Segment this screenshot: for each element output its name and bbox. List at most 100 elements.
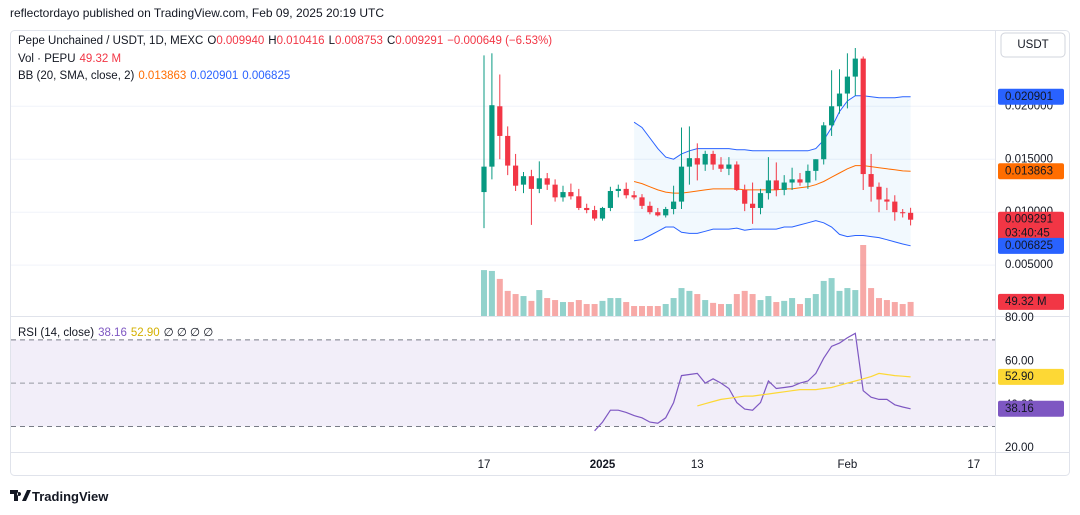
candle-body — [513, 165, 519, 186]
candle-body — [773, 180, 779, 190]
volume-bar — [891, 302, 898, 316]
volume-bar — [702, 300, 709, 316]
volume-bar — [654, 306, 661, 316]
rsi-value: 38.16 — [98, 327, 127, 339]
x-tick-label: 2025 — [590, 459, 616, 471]
candle-body — [568, 192, 574, 197]
change: −0.000649 (−6.53%) — [447, 35, 553, 47]
candle-body — [505, 135, 511, 166]
volume-bar — [678, 288, 685, 316]
candle-body — [647, 205, 653, 213]
candle-body — [860, 58, 866, 175]
volume-bar — [591, 304, 598, 316]
volume-bar — [725, 304, 732, 316]
candle-body — [639, 197, 645, 206]
candle-body — [821, 125, 827, 160]
publisher-line: reflectordayo published on TradingView.c… — [10, 6, 385, 20]
candle-body — [797, 179, 803, 183]
bb-value: 0.006825 — [242, 70, 291, 82]
price-badge — [998, 163, 1064, 180]
candle-body — [908, 212, 914, 220]
volume-bar — [868, 288, 875, 316]
candle-body — [631, 195, 637, 198]
volume-bar — [670, 298, 677, 316]
candle-body — [718, 164, 724, 169]
volume-bar — [749, 294, 756, 316]
volume-bar — [544, 298, 551, 316]
volume-bar — [718, 304, 724, 316]
bb-value: 0.013863 — [138, 70, 187, 82]
price-badge-label: 49.32 M — [1005, 296, 1047, 308]
rsi-value: 52.90 — [130, 327, 160, 339]
candle-body — [694, 158, 700, 165]
candle-body — [481, 166, 487, 193]
volume-bar — [646, 306, 653, 316]
candle-body — [892, 201, 898, 213]
volume-bar — [567, 302, 574, 316]
rsi-line — [594, 332, 911, 432]
candle-body — [584, 207, 590, 211]
volume-title: Vol · PEPU — [18, 53, 76, 65]
volume-bar — [907, 301, 914, 316]
ohlc-key: C — [386, 35, 396, 47]
volume-bar — [607, 298, 614, 316]
bb-title: BB (20, SMA, close, 2) — [18, 70, 135, 82]
volume-bar — [623, 302, 630, 316]
price-badge-label: 38.16 — [1005, 403, 1034, 415]
rsi-line — [697, 372, 911, 407]
candle-body — [576, 196, 582, 208]
volume-bar — [536, 290, 543, 316]
volume-bar — [797, 304, 803, 316]
volume-value: 49.32 M — [79, 53, 122, 65]
volume-bar — [733, 294, 740, 316]
volume-bar — [599, 300, 606, 316]
candle-body — [844, 76, 850, 94]
candle-body — [497, 106, 503, 136]
candle-body — [852, 58, 858, 77]
price-badge-label: 0.013863 — [1005, 165, 1053, 177]
candle-body — [900, 212, 906, 214]
volume-bar — [828, 278, 835, 316]
volume-legend: Vol · PEPU 49.32 M — [18, 53, 125, 65]
candle-body — [607, 191, 613, 208]
ohlc-key: O — [207, 35, 217, 47]
volume-bar — [836, 290, 843, 316]
volume-bar — [639, 306, 645, 316]
volume-bar — [686, 290, 693, 316]
y-tick-label: 80.00 — [1005, 312, 1034, 324]
volume-bar — [710, 302, 717, 316]
candle-body — [750, 203, 756, 208]
candle-body — [686, 158, 692, 167]
candle-body — [829, 106, 835, 126]
price-badge-label: 0.020901 — [1005, 91, 1053, 103]
volume-bar — [504, 290, 511, 316]
candle-body — [781, 182, 787, 190]
volume-bar — [528, 300, 535, 316]
bb-value: 0.020901 — [190, 70, 239, 82]
candle-body — [560, 192, 566, 198]
currency-button[interactable] — [1000, 32, 1066, 58]
price-badge-label: 52.90 — [1005, 371, 1034, 383]
volume-bar — [496, 278, 503, 316]
currency: USDT — [1017, 39, 1048, 51]
rsi-placeholders: ∅ ∅ ∅ ∅ — [163, 327, 214, 339]
candle-body — [615, 188, 621, 192]
candle-body — [520, 176, 527, 185]
x-tick-label: 17 — [478, 459, 491, 471]
rsi-title: RSI (14, close) — [18, 327, 95, 339]
brand-name: TradingView — [32, 489, 109, 504]
ohlc-value: 0.010416 — [276, 35, 325, 47]
volume-bar — [615, 298, 622, 316]
volume-bar — [488, 270, 495, 316]
candle-body — [671, 201, 677, 210]
volume-bar — [631, 306, 638, 316]
candle-body — [710, 153, 716, 165]
ohlc-value: 0.009291 — [395, 35, 444, 47]
candle-body — [726, 164, 732, 169]
ohlc-value: 0.008753 — [334, 35, 383, 47]
ohlc-key: L — [328, 35, 335, 47]
band-fill — [634, 95, 911, 246]
candle-body — [623, 188, 629, 196]
